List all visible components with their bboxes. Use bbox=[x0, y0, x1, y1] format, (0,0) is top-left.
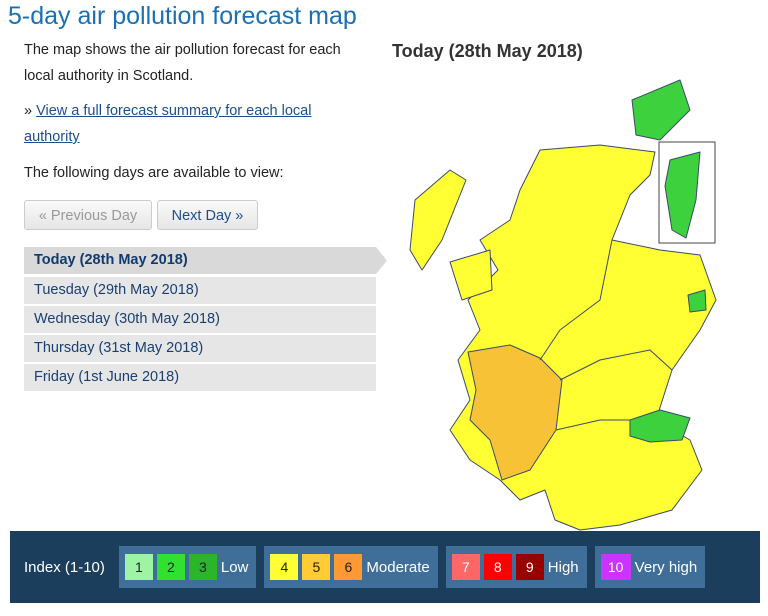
legend-group: 10 Very high bbox=[594, 546, 706, 588]
day-tab[interactable]: Wednesday (30th May 2018) bbox=[24, 306, 376, 333]
previous-day-button[interactable]: « Previous Day bbox=[24, 200, 152, 230]
legend-label: Index (1-10) bbox=[24, 558, 105, 576]
intro-text: The map shows the air pollution forecast… bbox=[24, 42, 341, 84]
legend: Index (1-10) 1 2 3 Low 4 5 6 Moderate 7 … bbox=[10, 531, 760, 603]
scotland-map bbox=[409, 79, 717, 531]
region[interactable] bbox=[664, 151, 701, 239]
region[interactable] bbox=[467, 344, 563, 481]
summary-line: » View a full forecast summary for each … bbox=[24, 98, 354, 150]
day-tab[interactable]: Tuesday (29th May 2018) bbox=[24, 277, 376, 304]
shetland-inset bbox=[658, 141, 716, 244]
summary-link[interactable]: View a full forecast summary for each lo… bbox=[24, 103, 312, 145]
legend-group: 1 2 3 Low bbox=[118, 546, 257, 588]
index-swatch: 5 bbox=[302, 554, 331, 580]
region[interactable] bbox=[629, 409, 691, 443]
index-swatch: 2 bbox=[156, 554, 185, 580]
group-label: Very high bbox=[634, 558, 698, 576]
summary-prefix: » bbox=[24, 103, 33, 119]
days-intro: The following days are available to view… bbox=[24, 165, 284, 181]
region[interactable] bbox=[631, 79, 691, 141]
index-swatch: 6 bbox=[334, 554, 363, 580]
region[interactable] bbox=[449, 249, 493, 301]
page-title: 5-day air pollution forecast map bbox=[8, 2, 357, 30]
day-tab[interactable]: Friday (1st June 2018) bbox=[24, 364, 376, 391]
index-swatch: 4 bbox=[270, 554, 299, 580]
index-swatch: 8 bbox=[483, 554, 512, 580]
region[interactable] bbox=[409, 169, 467, 271]
next-day-button[interactable]: Next Day » bbox=[157, 200, 258, 230]
day-tab[interactable]: Today (28th May 2018) bbox=[24, 247, 376, 274]
index-swatch: 9 bbox=[515, 554, 544, 580]
legend-group: 4 5 6 Moderate bbox=[264, 546, 438, 588]
region[interactable] bbox=[687, 289, 707, 313]
legend-group: 7 8 9 High bbox=[445, 546, 587, 588]
boundary bbox=[539, 239, 673, 431]
index-swatch: 1 bbox=[124, 554, 153, 580]
index-swatch: 7 bbox=[451, 554, 480, 580]
map-title: Today (28th May 2018) bbox=[392, 41, 583, 61]
index-swatch: 3 bbox=[188, 554, 217, 580]
group-label: Moderate bbox=[366, 558, 430, 576]
day-tab[interactable]: Thursday (31st May 2018) bbox=[24, 335, 376, 362]
group-label: High bbox=[547, 558, 579, 576]
index-swatch: 10 bbox=[600, 554, 631, 580]
group-label: Low bbox=[220, 558, 249, 576]
selected-arrow bbox=[376, 247, 387, 274]
